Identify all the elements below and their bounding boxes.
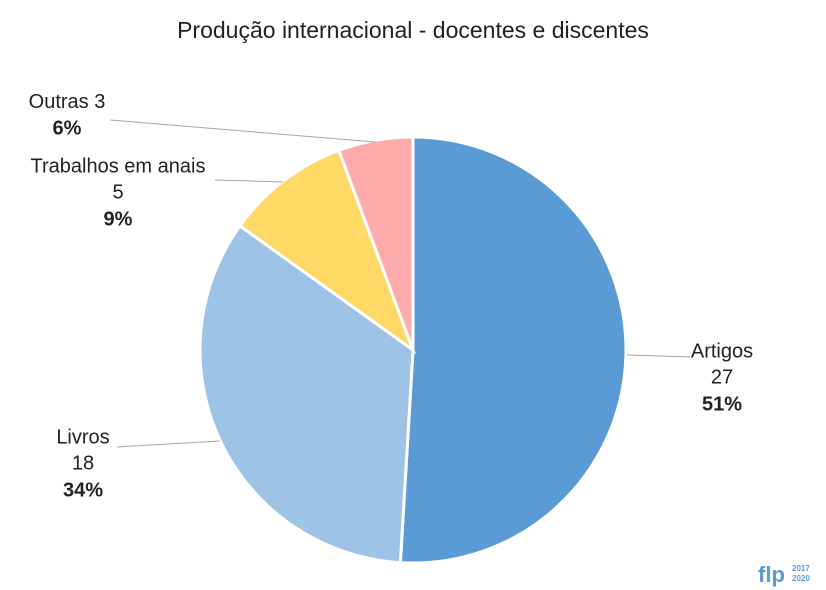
leader-line	[214, 179, 284, 183]
logo-year: 2017	[792, 564, 810, 573]
category-label: Outras	[29, 91, 89, 113]
value-label: 27	[711, 366, 733, 388]
pie-slice	[237, 148, 417, 355]
category-label: Livros	[56, 426, 109, 448]
leader-line	[109, 119, 376, 143]
value-label: 18	[72, 452, 94, 474]
logo: flp	[758, 562, 785, 587]
logo-year: 2020	[792, 574, 810, 583]
chart-title: Produção internacional - docentes e disc…	[177, 17, 649, 43]
category-label: Trabalhos em anais	[31, 155, 206, 177]
percent-label: 34%	[63, 479, 103, 501]
pie-slice	[198, 223, 415, 565]
leader-line	[116, 440, 221, 448]
leader-line	[626, 354, 691, 358]
pie-slice	[398, 135, 628, 565]
pie-slice	[336, 135, 415, 351]
percent-label: 9%	[104, 208, 133, 230]
percent-label: 6%	[53, 117, 82, 139]
category-label: Artigos	[691, 340, 753, 362]
percent-label: 51%	[702, 393, 742, 415]
value-label: 3	[94, 91, 105, 113]
slice-label: Outras 3	[29, 91, 106, 113]
value-label: 5	[112, 181, 123, 203]
